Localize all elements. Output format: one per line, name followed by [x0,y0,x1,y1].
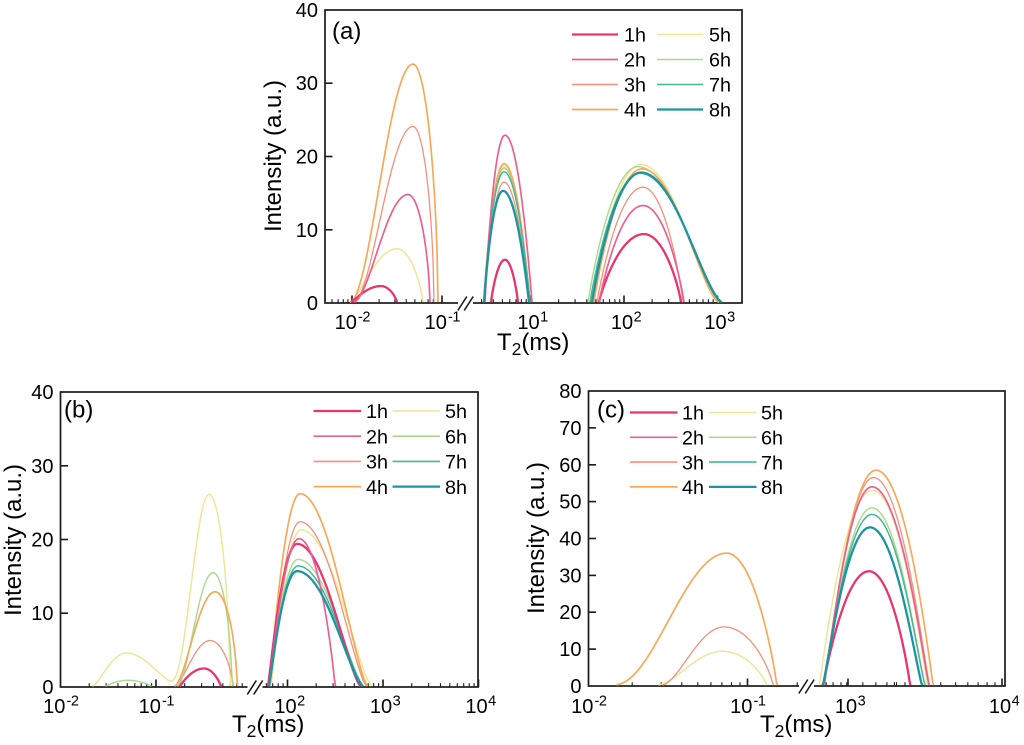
svg-text:7h: 7h [761,452,783,474]
svg-text:4: 4 [1012,694,1020,710]
svg-text:10: 10 [571,696,593,718]
svg-text:T2(ms): T2(ms) [232,711,304,740]
svg-text:0: 0 [42,677,53,699]
svg-text:-2: -2 [595,694,607,710]
svg-text:40: 40 [296,0,318,22]
svg-text:80: 80 [559,381,581,403]
svg-text:10: 10 [835,696,857,718]
svg-text:T2(ms): T2(ms) [497,329,569,359]
svg-text:(a): (a) [332,18,361,45]
svg-text:Intensity (a.u.): Intensity (a.u.) [260,80,287,232]
svg-text:3h: 3h [682,452,704,474]
svg-text:10: 10 [296,220,318,242]
svg-text:5h: 5h [761,403,783,425]
svg-text:8h: 8h [445,477,467,499]
svg-text:10: 10 [559,639,581,661]
svg-text:2: 2 [634,310,642,326]
svg-text:-2: -2 [358,310,370,326]
svg-text:3: 3 [727,310,735,326]
svg-text:T2(ms): T2(ms) [760,711,832,740]
svg-text:10: 10 [730,696,752,718]
svg-text:10: 10 [139,696,161,718]
svg-text:2h: 2h [682,428,704,450]
svg-text:8h: 8h [709,100,731,122]
svg-text:-1: -1 [162,694,174,710]
svg-text:7h: 7h [445,452,467,474]
svg-text:10: 10 [274,696,296,718]
svg-text:1h: 1h [624,25,646,47]
svg-text:50: 50 [559,492,581,514]
svg-text:10: 10 [31,603,53,625]
svg-text:1h: 1h [682,403,704,425]
svg-text:30: 30 [296,73,318,95]
svg-text:2: 2 [297,694,305,710]
svg-text:(c): (c) [597,397,625,424]
svg-text:Intensity (a.u.): Intensity (a.u.) [523,462,550,614]
svg-text:20: 20 [559,602,581,624]
svg-text:10: 10 [425,312,447,334]
svg-text:5h: 5h [709,25,731,47]
svg-text:4h: 4h [682,477,704,499]
svg-text:4h: 4h [624,100,646,122]
svg-text:10: 10 [465,696,487,718]
svg-text:10: 10 [611,312,633,334]
svg-text:10: 10 [517,312,539,334]
svg-text:40: 40 [559,529,581,551]
svg-text:6h: 6h [761,428,783,450]
svg-text:0: 0 [307,293,318,315]
svg-text:0: 0 [570,676,581,698]
svg-text:1h: 1h [366,401,388,423]
svg-text:30: 30 [559,565,581,587]
svg-text:20: 20 [31,530,53,552]
svg-text:10: 10 [989,696,1011,718]
svg-text:40: 40 [31,382,53,404]
svg-text:(b): (b) [64,397,93,424]
svg-text:70: 70 [559,418,581,440]
svg-text:3h: 3h [624,75,646,97]
svg-text:6h: 6h [709,50,731,72]
svg-text:2h: 2h [366,426,388,448]
svg-text:10: 10 [43,696,65,718]
svg-text:1: 1 [540,310,548,326]
svg-text:2h: 2h [624,50,646,72]
svg-text:3: 3 [393,694,401,710]
svg-text:4: 4 [488,694,496,710]
svg-text:30: 30 [31,456,53,478]
svg-text:8h: 8h [761,477,783,499]
svg-text:3: 3 [858,694,866,710]
svg-text:-2: -2 [67,694,79,710]
svg-text:Intensity (a.u.): Intensity (a.u.) [0,464,27,616]
svg-text:-1: -1 [448,310,460,326]
svg-text:10: 10 [370,696,392,718]
svg-text:60: 60 [559,455,581,477]
svg-text:20: 20 [296,147,318,169]
svg-text:10: 10 [704,312,726,334]
svg-text:4h: 4h [366,477,388,499]
svg-text:3h: 3h [366,452,388,474]
svg-text:5h: 5h [445,401,467,423]
svg-text:-1: -1 [754,694,766,710]
svg-text:6h: 6h [445,426,467,448]
svg-text:10: 10 [335,312,357,334]
svg-text:7h: 7h [709,75,731,97]
